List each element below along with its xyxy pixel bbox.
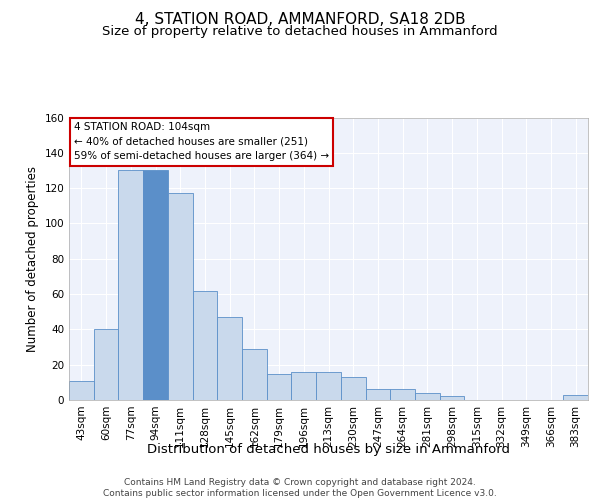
Bar xyxy=(118,170,143,400)
Bar xyxy=(242,349,267,400)
Bar xyxy=(143,170,168,400)
Text: Size of property relative to detached houses in Ammanford: Size of property relative to detached ho… xyxy=(102,25,498,38)
Bar xyxy=(292,372,316,400)
Bar xyxy=(341,377,365,400)
Y-axis label: Number of detached properties: Number of detached properties xyxy=(26,166,39,352)
Bar xyxy=(415,393,440,400)
Bar xyxy=(94,330,118,400)
Text: Contains HM Land Registry data © Crown copyright and database right 2024.
Contai: Contains HM Land Registry data © Crown c… xyxy=(103,478,497,498)
Bar xyxy=(69,380,94,400)
Bar xyxy=(316,372,341,400)
Bar xyxy=(168,194,193,400)
Bar xyxy=(193,290,217,400)
Bar xyxy=(217,317,242,400)
Text: Distribution of detached houses by size in Ammanford: Distribution of detached houses by size … xyxy=(148,442,510,456)
Bar xyxy=(365,390,390,400)
Text: 4, STATION ROAD, AMMANFORD, SA18 2DB: 4, STATION ROAD, AMMANFORD, SA18 2DB xyxy=(134,12,466,28)
Bar xyxy=(563,394,588,400)
Text: 4 STATION ROAD: 104sqm
← 40% of detached houses are smaller (251)
59% of semi-de: 4 STATION ROAD: 104sqm ← 40% of detached… xyxy=(74,122,329,162)
Bar xyxy=(440,396,464,400)
Bar xyxy=(390,390,415,400)
Bar xyxy=(267,374,292,400)
